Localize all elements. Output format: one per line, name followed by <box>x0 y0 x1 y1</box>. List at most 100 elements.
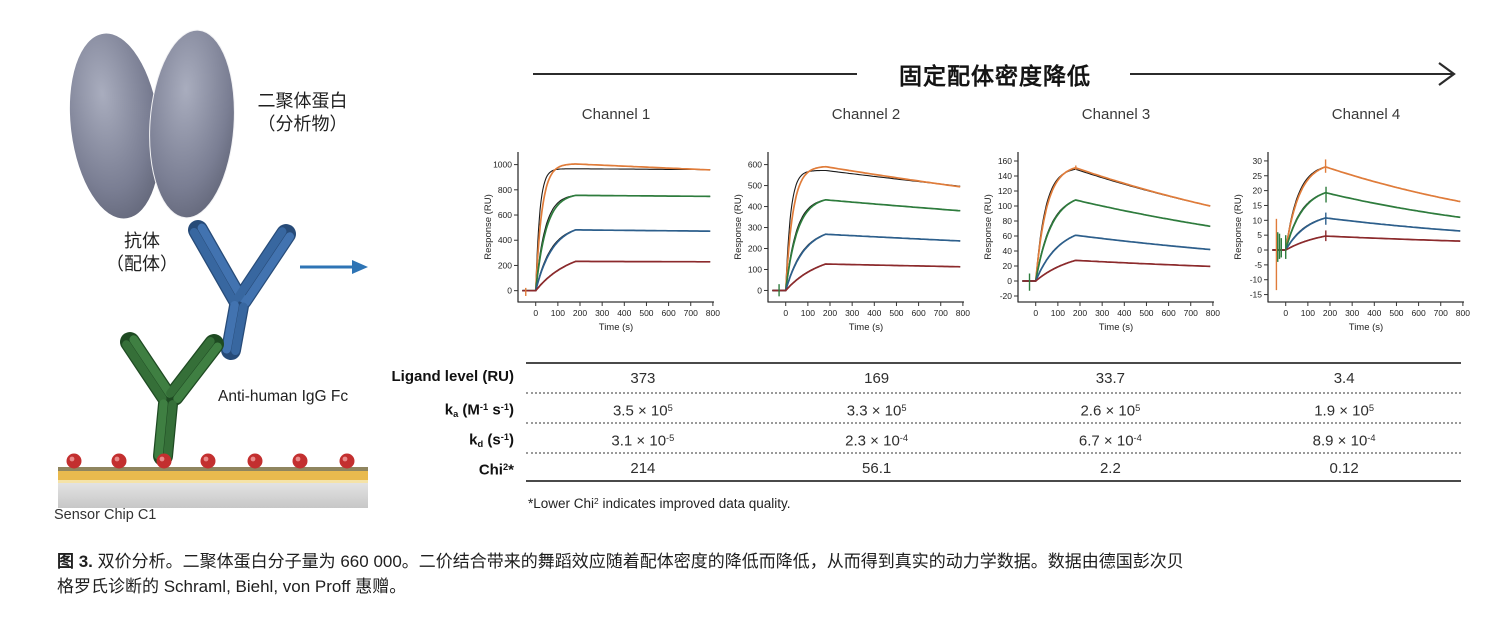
svg-text:100: 100 <box>748 264 762 274</box>
svg-text:200: 200 <box>573 308 587 318</box>
chip-label: Sensor Chip C1 <box>54 507 157 523</box>
density-decrease-label: 固定配体密度降低 <box>899 63 1091 89</box>
sensorgram-plot: 0 100 200 300 400 500 600 0 100 200 300 400 500 600 70… <box>728 142 980 359</box>
svg-text:25: 25 <box>1253 171 1263 181</box>
table-row: Chi2* 214 56.1 2.2 0.12 <box>380 452 1465 482</box>
table-cell: 2.2 <box>1099 460 1121 477</box>
svg-text:-15: -15 <box>1250 290 1263 300</box>
analyte-label-line2: （分析物） <box>257 114 348 134</box>
chart-channel-4: Channel 4 -15 -10 -5 0 5 10 15 20 25 30 0 100 200 300… <box>1228 106 1480 356</box>
svg-text:700: 700 <box>1184 308 1198 318</box>
svg-text:0: 0 <box>1257 245 1262 255</box>
ligand-label-line1: 抗体 <box>124 231 160 251</box>
svg-text:500: 500 <box>1389 308 1403 318</box>
svg-text:300: 300 <box>595 308 609 318</box>
ligand-label: 抗体 （配体） <box>82 230 202 276</box>
density-decrease-arrow <box>533 62 1456 86</box>
svg-text:600: 600 <box>498 210 512 220</box>
svg-text:700: 700 <box>1434 308 1448 318</box>
table-row-values: 373 169 33.7 3.4 <box>526 362 1461 392</box>
svg-text:0: 0 <box>1007 276 1012 286</box>
table-row-label: kd (s-1) <box>469 431 514 449</box>
kinetics-table: Ligand level (RU) 373 169 33.7 3.4 ka (M-1 s-… <box>380 362 1465 482</box>
svg-text:500: 500 <box>639 308 653 318</box>
table-row-values: 3.1 × 10-5 2.3 × 10-4 6.7 × 10-4 8.9 × 10-4 <box>526 422 1461 452</box>
svg-text:0: 0 <box>783 308 788 318</box>
svg-text:100: 100 <box>801 308 815 318</box>
table-cell: 33.7 <box>1095 370 1125 387</box>
svg-text:800: 800 <box>1456 308 1470 318</box>
svg-text:160: 160 <box>998 156 1012 166</box>
table-cell: 3.3 × 105 <box>846 402 907 420</box>
svg-text:20: 20 <box>1003 261 1013 271</box>
svg-text:30: 30 <box>1253 156 1263 166</box>
svg-text:Time (s): Time (s) <box>599 322 633 333</box>
svg-text:600: 600 <box>662 308 676 318</box>
svg-text:300: 300 <box>845 308 859 318</box>
table-row-values: 214 56.1 2.2 0.12 <box>526 452 1461 482</box>
table-row: ka (M-1 s-1) 3.5 × 105 3.3 × 105 2.6 × 105 1… <box>380 392 1465 422</box>
analyte-label: 二聚体蛋白 （分析物） <box>240 90 365 136</box>
svg-text:400: 400 <box>867 308 881 318</box>
svg-text:-5: -5 <box>1254 260 1262 270</box>
svg-text:40: 40 <box>1003 246 1013 256</box>
svg-text:200: 200 <box>498 260 512 270</box>
svg-text:1000: 1000 <box>493 160 512 170</box>
svg-text:600: 600 <box>748 160 762 170</box>
table-row: kd (s-1) 3.1 × 10-5 2.3 × 10-4 6.7 × 10-4 8.… <box>380 422 1465 452</box>
svg-text:200: 200 <box>1323 308 1337 318</box>
chart-title: Channel 3 <box>1081 106 1151 123</box>
figure-caption: 图 3. 双价分析。二聚体蛋白分子量为 660 000。二价结合带来的舞蹈效应随… <box>57 552 1184 596</box>
svg-text:400: 400 <box>617 308 631 318</box>
svg-text:400: 400 <box>748 202 762 212</box>
svg-text:300: 300 <box>1345 308 1359 318</box>
svg-text:500: 500 <box>889 308 903 318</box>
table-row-label: Chi2* <box>478 461 514 479</box>
svg-text:80: 80 <box>1003 216 1013 226</box>
svg-text:Response (RU): Response (RU) <box>1233 194 1244 259</box>
svg-text:Response (RU): Response (RU) <box>983 194 994 259</box>
svg-text:600: 600 <box>1162 308 1176 318</box>
table-cell: 214 <box>630 460 656 477</box>
ligand-label-line2: （配体） <box>106 254 178 274</box>
table-cell: 373 <box>630 370 656 387</box>
svg-text:400: 400 <box>498 235 512 245</box>
table-cell: 2.6 × 105 <box>1080 402 1141 420</box>
table-row-label: ka (M-1 s-1) <box>444 401 514 419</box>
sensorgram-plot: -20 0 20 40 60 80 100 120 140 160 0 100 200 300 400 500… <box>978 142 1230 359</box>
svg-text:500: 500 <box>748 181 762 191</box>
svg-text:Response (RU): Response (RU) <box>733 194 744 259</box>
sensorgram-plot: -15 -10 -5 0 5 10 15 20 25 30 0 100 200 300 400 500 600 7… <box>1228 142 1480 359</box>
svg-text:100: 100 <box>551 308 565 318</box>
table-footnote: *Lower Chi2 indicates improved data qual… <box>528 496 791 512</box>
svg-text:300: 300 <box>748 223 762 233</box>
svg-text:0: 0 <box>1283 308 1288 318</box>
table-cell: 3.4 <box>1333 370 1355 387</box>
svg-text:400: 400 <box>1367 308 1381 318</box>
svg-text:700: 700 <box>934 308 948 318</box>
table-cell: 169 <box>864 370 890 387</box>
diagram-arrow-icon <box>300 260 368 274</box>
analyte-label-line1: 二聚体蛋白 <box>257 91 348 111</box>
carboxyl-dots <box>66 453 355 469</box>
svg-text:400: 400 <box>1117 308 1131 318</box>
svg-text:Time (s): Time (s) <box>1349 322 1383 333</box>
svg-text:300: 300 <box>1095 308 1109 318</box>
svg-text:800: 800 <box>956 308 970 318</box>
chart-title: Channel 4 <box>1331 106 1401 123</box>
svg-text:Time (s): Time (s) <box>1099 322 1133 333</box>
chart-title: Channel 2 <box>831 106 901 123</box>
svg-text:0: 0 <box>1033 308 1038 318</box>
svg-text:-10: -10 <box>1250 275 1263 285</box>
svg-text:500: 500 <box>1139 308 1153 318</box>
table-cell: 2.3 × 10-4 <box>845 432 909 450</box>
sensor-chip-surface <box>58 453 368 508</box>
sensor-chip-diagram <box>58 29 368 508</box>
svg-text:Time (s): Time (s) <box>849 322 883 333</box>
svg-text:200: 200 <box>823 308 837 318</box>
svg-text:800: 800 <box>498 185 512 195</box>
table-row-label: Ligand level (RU) <box>391 368 514 385</box>
table-cell: 3.5 × 105 <box>612 402 673 420</box>
svg-text:200: 200 <box>748 244 762 254</box>
